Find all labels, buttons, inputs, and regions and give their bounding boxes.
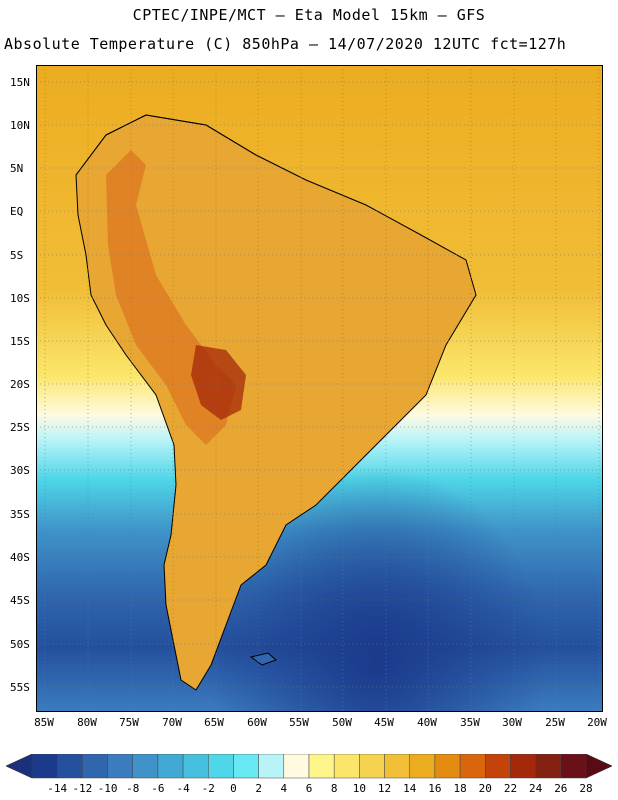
colorbar-swatch [182, 754, 209, 779]
colorbar-label: 6 [305, 782, 313, 795]
lon-label: 55W [289, 716, 309, 729]
lat-label: 55S [10, 681, 30, 694]
colorbar-label: 14 [403, 782, 417, 795]
colorbar-label: 10 [352, 782, 366, 795]
graticule [36, 65, 603, 712]
falkland-islands [249, 652, 277, 666]
colorbar-swatch [132, 754, 159, 779]
colorbar-high-arrow [585, 754, 612, 779]
colorbar-swatch [560, 754, 587, 779]
lat-label: 35S [10, 508, 30, 521]
colorbar-swatch [333, 754, 360, 779]
lon-label: 25W [545, 716, 565, 729]
colorbar-swatch [283, 754, 310, 779]
colorbar-swatch [157, 754, 184, 779]
lon-label: 70W [162, 716, 182, 729]
lat-label: 50S [10, 638, 30, 651]
lon-label: 50W [332, 716, 352, 729]
colorbar-label: -14 [47, 782, 68, 795]
lon-label: 40W [417, 716, 437, 729]
colorbar-swatch [409, 754, 436, 779]
colorbar [6, 754, 612, 779]
lat-label: EQ [10, 205, 24, 218]
colorbar-label: 16 [428, 782, 442, 795]
south-america-land [75, 114, 477, 691]
colorbar-swatch [459, 754, 486, 779]
colorbar-label: 8 [330, 782, 338, 795]
colorbar-swatch [56, 754, 83, 779]
lon-label: 65W [204, 716, 224, 729]
lat-label: 25S [10, 421, 30, 434]
colorbar-swatch [107, 754, 133, 779]
colorbar-swatch [308, 754, 335, 779]
colorbar-swatch [535, 754, 562, 779]
lat-label: 10S [10, 292, 30, 305]
lat-label: 10N [10, 119, 30, 132]
colorbar-label: 24 [529, 782, 543, 795]
lon-label: 20W [587, 716, 607, 729]
lat-label: 5S [10, 249, 24, 262]
lon-label: 35W [460, 716, 480, 729]
lon-label: 80W [77, 716, 97, 729]
lat-label: 45S [10, 594, 30, 607]
colorbar-swatch [485, 754, 511, 779]
colorbar-swatches [31, 754, 587, 779]
lon-label: 85W [34, 716, 54, 729]
colorbar-swatch [434, 754, 461, 779]
colorbar-label: 0 [230, 782, 237, 795]
caribbean-coast [75, 114, 257, 176]
colorbar-swatch [359, 754, 385, 779]
colorbar-swatch [233, 754, 259, 779]
colorbar-swatch [31, 754, 58, 779]
colorbar-swatch [82, 754, 108, 779]
colorbar-label: 12 [377, 782, 392, 795]
lat-label: 15S [10, 335, 30, 348]
temperature-map [36, 65, 603, 712]
colorbar-label: -10 [97, 782, 118, 795]
colorbar-label: 26 [554, 782, 568, 795]
colorbar-label: 20 [478, 782, 492, 795]
lat-label: 20S [10, 378, 30, 391]
colorbar-label: -2 [201, 782, 215, 795]
lon-label: 60W [247, 716, 267, 729]
lon-label: 75W [119, 716, 139, 729]
colorbar-label: -8 [126, 782, 140, 795]
colorbar-label: 4 [280, 782, 288, 795]
colorbar-label: 28 [579, 782, 593, 795]
lon-label: 45W [374, 716, 394, 729]
colorbar-label: -4 [176, 782, 190, 795]
colorbar-swatch [208, 754, 234, 779]
lat-label: 40S [10, 551, 30, 564]
colorbar-label: 18 [453, 782, 467, 795]
colorbar-swatch [258, 754, 285, 779]
title-line-2: Absolute Temperature (C) 850hPa – 14/07/… [4, 35, 567, 53]
lon-label: 30W [502, 716, 522, 729]
lat-label: 5N [10, 162, 24, 175]
colorbar-label: 22 [503, 782, 518, 795]
colorbar-label: -6 [151, 782, 165, 795]
colorbar-label: 2 [255, 782, 262, 795]
colorbar-label: -12 [72, 782, 93, 795]
chaco-hot-spot [191, 345, 246, 420]
map-frame [36, 65, 603, 712]
title-line-1: CPTEC/INPE/MCT – Eta Model 15km – GFS [132, 6, 486, 24]
lat-label: 15N [10, 76, 30, 89]
colorbar-swatch [510, 754, 536, 779]
colorbar-low-arrow [6, 754, 33, 779]
colorbar-swatch [384, 754, 410, 779]
lat-label: 30S [10, 464, 30, 477]
